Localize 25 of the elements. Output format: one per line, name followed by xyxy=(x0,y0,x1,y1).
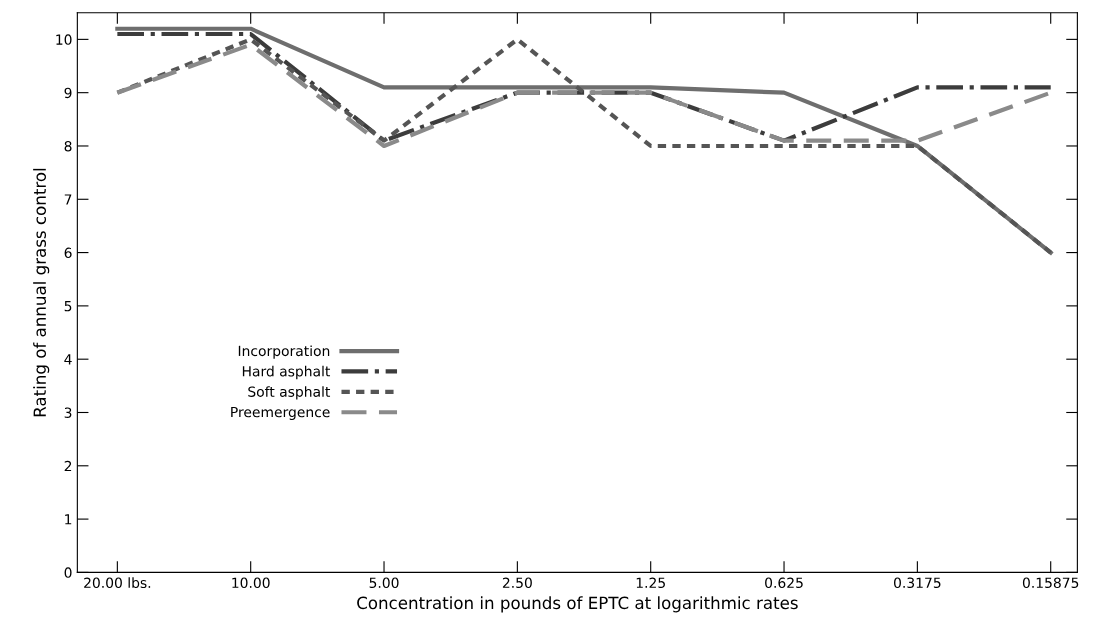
y-axis-title: Rating of annual grass control xyxy=(33,168,50,417)
y-tick-label: 6 xyxy=(64,247,72,259)
legend-label: Incorporation xyxy=(238,345,330,359)
x-tick-label: 0.625 xyxy=(765,577,803,589)
y-tick-label: 3 xyxy=(64,407,72,418)
y-tick-label: 0 xyxy=(64,567,72,578)
x-tick-label: 5.00 xyxy=(369,577,399,589)
x-tick-label: 0.15875 xyxy=(1022,577,1079,589)
y-tick-label: 8 xyxy=(64,140,72,152)
legend-label: Preemergence xyxy=(231,406,330,420)
x-axis-title: Concentration in pounds of EPTC at logarithmic rates xyxy=(357,596,798,613)
x-tick-label: 10.00 xyxy=(232,577,270,589)
x-tick-label: 1.25 xyxy=(636,577,665,589)
y-tick-label: 4 xyxy=(64,354,72,365)
y-tick-label: 10 xyxy=(56,34,72,45)
y-tick-label: 7 xyxy=(64,194,72,205)
y-tick-label: 5 xyxy=(64,301,72,312)
legend-label: Soft asphalt xyxy=(248,386,331,400)
y-tick-label: 9 xyxy=(64,87,72,99)
x-tick-label: 0.3175 xyxy=(893,577,941,589)
x-tick-label: 20.00 lbs. xyxy=(84,577,151,589)
y-tick-label: 1 xyxy=(65,514,72,525)
y-tick-label: 2 xyxy=(64,460,72,472)
x-tick-label: 2.50 xyxy=(502,577,532,589)
legend-label: Hard asphalt xyxy=(242,365,331,380)
